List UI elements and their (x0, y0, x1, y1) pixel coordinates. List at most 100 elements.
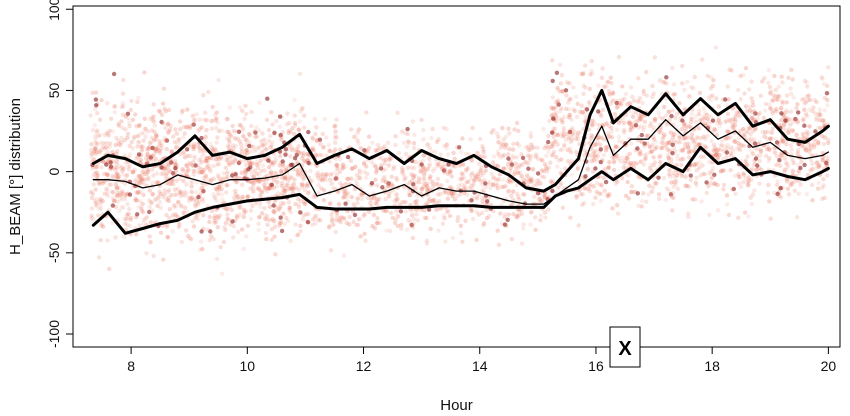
scatter-point (407, 140, 412, 146)
scatter-point (733, 114, 738, 119)
scatter-point (182, 189, 187, 195)
scatter-point (534, 182, 540, 187)
scatter-point (337, 169, 343, 175)
scatter-point (336, 201, 341, 207)
scatter-point (270, 160, 276, 165)
scatter-point (231, 235, 236, 240)
scatter-point (800, 143, 805, 148)
scatter-point (264, 236, 269, 242)
scatter-point (452, 190, 457, 195)
scatter-point (288, 187, 294, 192)
scatter-point (306, 183, 311, 188)
scatter-point (540, 168, 545, 173)
scatter-point (278, 154, 283, 159)
scatter-point (506, 126, 511, 131)
scatter-point (448, 168, 453, 174)
scatter-point (434, 181, 440, 187)
scatter-point (673, 177, 678, 182)
scatter-point (172, 203, 177, 208)
scatter-point (506, 152, 511, 157)
scatter-point (231, 146, 236, 151)
scatter-point (565, 159, 571, 164)
scatter-point (516, 143, 522, 148)
scatter-point (623, 91, 629, 97)
scatter-point (252, 148, 257, 153)
scatter-point (476, 212, 482, 217)
scatter-point (126, 167, 132, 172)
scatter-point (536, 178, 542, 183)
scatter-point (209, 177, 214, 183)
scatter-point (403, 175, 408, 180)
scatter-point (272, 160, 278, 166)
scatter-point (431, 215, 437, 220)
scatter-point (567, 129, 573, 135)
scatter-point (572, 108, 577, 114)
scatter-point (288, 162, 294, 168)
scatter-point (686, 167, 692, 173)
scatter-point (401, 140, 407, 145)
scatter-point (144, 172, 149, 177)
scatter-point (780, 99, 785, 104)
scatter-point (147, 188, 152, 193)
scatter-point (265, 96, 270, 101)
scatter-point (622, 130, 627, 135)
scatter-point (253, 147, 258, 152)
scatter-point (556, 158, 561, 163)
scatter-point (663, 144, 669, 149)
scatter-point (256, 221, 261, 226)
scatter-point (179, 204, 184, 209)
scatter-point (671, 179, 676, 185)
scatter-point (628, 85, 634, 90)
scatter-point (197, 127, 202, 132)
scatter-point (278, 219, 284, 224)
scatter-point (597, 142, 603, 147)
scatter-point (377, 220, 383, 226)
scatter-point (614, 127, 620, 132)
scatter-point (233, 192, 238, 197)
scatter-point (136, 204, 141, 209)
scatter-point (241, 246, 246, 252)
scatter-point (176, 200, 181, 205)
scatter-point (729, 68, 734, 73)
scatter-point (295, 146, 300, 151)
scatter-point (442, 189, 447, 195)
scatter-point (194, 215, 199, 220)
scatter-point (93, 187, 98, 192)
scatter-point (247, 179, 253, 184)
scatter-point (93, 200, 99, 205)
scatter-point (175, 186, 180, 191)
scatter-point (153, 197, 158, 202)
scatter-point (451, 150, 456, 156)
scatter-point (371, 196, 377, 201)
scatter-point (353, 222, 358, 228)
scatter-point (538, 218, 543, 223)
scatter-point (333, 140, 338, 145)
scatter-point (490, 182, 496, 187)
scatter-point (277, 206, 282, 212)
scatter-point (582, 186, 588, 191)
scatter-point (612, 111, 618, 117)
scatter-point (266, 127, 272, 133)
scatter-point (208, 179, 213, 184)
scatter-point (681, 136, 686, 141)
scatter-point (761, 115, 766, 121)
scatter-point (422, 215, 427, 220)
scatter-point (774, 153, 779, 159)
scatter-point (199, 185, 205, 191)
scatter-point (542, 162, 548, 167)
scatter-point (567, 146, 573, 151)
scatter-point (121, 77, 126, 83)
scatter-point (283, 176, 288, 181)
scatter-point (163, 166, 169, 172)
scatter-point (90, 166, 95, 171)
scatter-point (753, 111, 758, 116)
scatter-point (393, 209, 399, 214)
scatter-point (377, 196, 382, 202)
scatter-point (506, 212, 511, 217)
scatter-point (358, 146, 363, 151)
scatter-point (421, 127, 426, 133)
scatter-point (558, 89, 563, 94)
scatter-point (438, 191, 443, 197)
scatter-point (127, 120, 132, 126)
scatter-point (804, 191, 809, 197)
